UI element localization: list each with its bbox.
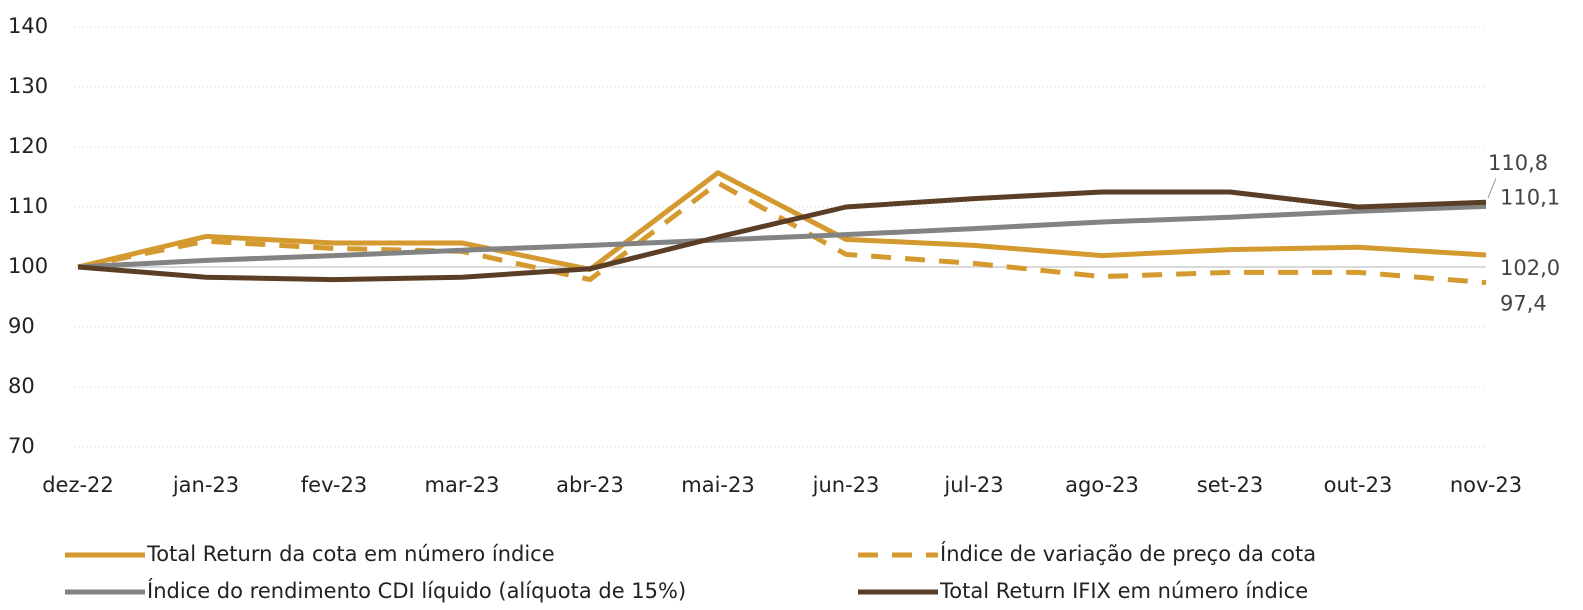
y-tick-label: 80: [8, 374, 35, 398]
x-tick-label: jul-23: [943, 473, 1003, 497]
series-line: [77, 180, 1487, 286]
series-line: [77, 170, 1487, 272]
leader-line: [1487, 178, 1497, 199]
x-tick-label: nov-23: [1450, 473, 1522, 497]
x-tick-label: jan-23: [172, 473, 239, 497]
x-tick-label: abr-23: [556, 473, 624, 497]
x-tick-label: set-23: [1197, 473, 1263, 497]
value-label: 110,1: [1500, 185, 1560, 209]
legend-label: Índice do rendimento CDI líquido (alíquo…: [147, 578, 686, 603]
legend-label: Total Return da cota em número índice: [146, 542, 555, 566]
value-label: 97,4: [1500, 292, 1547, 316]
y-tick-label: 90: [8, 314, 35, 338]
x-tick-label: ago-23: [1065, 473, 1139, 497]
x-tick-label: fev-23: [301, 473, 367, 497]
y-tick-label: 120: [8, 134, 48, 158]
x-tick-label: jun-23: [812, 473, 880, 497]
value-label: 102,0: [1500, 256, 1560, 280]
value-label: 110,8: [1488, 151, 1548, 175]
y-tick-label: 140: [8, 14, 48, 38]
series-line: [77, 203, 1487, 270]
legend-label: Índice de variação de preço da cota: [940, 541, 1316, 566]
y-tick-label: 130: [8, 74, 48, 98]
legend-label: Total Return IFIX em número índice: [939, 579, 1308, 603]
x-tick-label: mar-23: [425, 473, 500, 497]
y-tick-label: 100: [8, 254, 48, 278]
x-tick-label: mai-23: [681, 473, 754, 497]
y-tick-label: 110: [8, 194, 48, 218]
y-tick-label: 70: [8, 434, 35, 458]
series-line: [77, 189, 1487, 283]
x-tick-label: out-23: [1324, 473, 1393, 497]
x-tick-label: dez-22: [42, 473, 114, 497]
